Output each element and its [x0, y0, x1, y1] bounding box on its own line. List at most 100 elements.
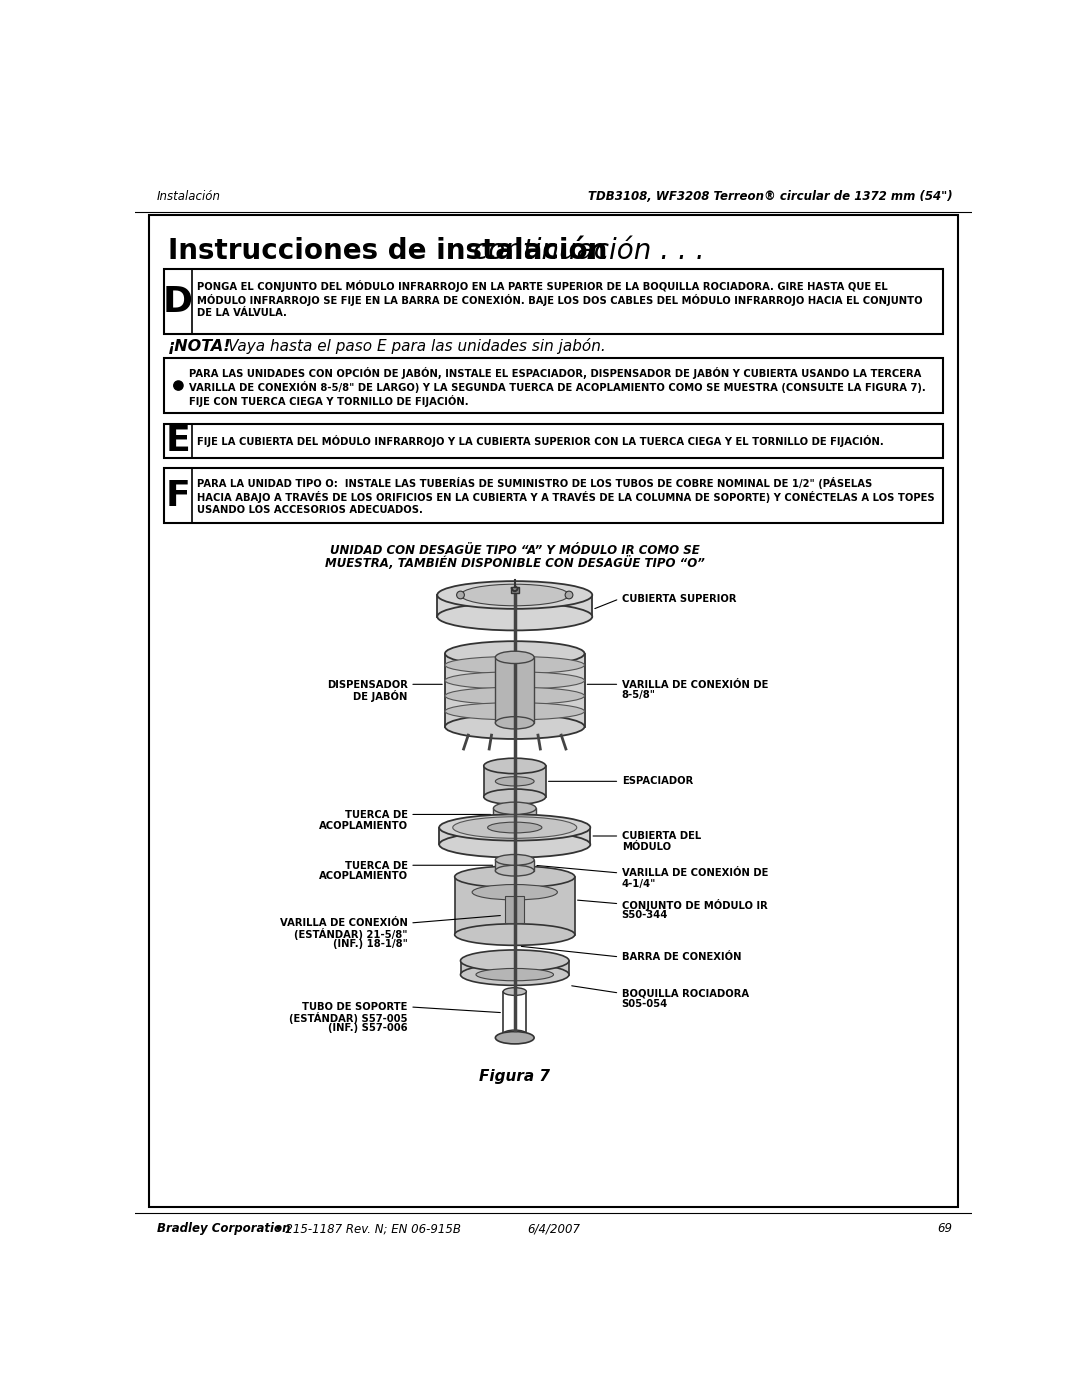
Text: MÓDULO INFRARROJO SE FIJE EN LA BARRA DE CONEXIÓN. BAJE LOS DOS CABLES DEL MÓDUL: MÓDULO INFRARROJO SE FIJE EN LA BARRA DE… [197, 293, 922, 306]
Ellipse shape [496, 855, 535, 865]
Ellipse shape [445, 714, 584, 739]
Text: VARILLA DE CONEXIÓN DE: VARILLA DE CONEXIÓN DE [622, 869, 768, 879]
Ellipse shape [496, 1031, 535, 1044]
Text: VARILLA DE CONEXIÓN 8-5/8" DE LARGO) Y LA SEGUNDA TUERCA DE ACOPLAMIENTO COMO SE: VARILLA DE CONEXIÓN 8-5/8" DE LARGO) Y L… [189, 381, 926, 393]
Bar [460, 961, 569, 975]
Text: FIJE CON TUERCA CIEGA Y TORNILLO DE FIJACIÓN.: FIJE CON TUERCA CIEGA Y TORNILLO DE FIJA… [189, 395, 469, 407]
Text: CUBIERTA SUPERIOR: CUBIERTA SUPERIOR [622, 594, 737, 604]
Text: F: F [165, 479, 190, 513]
Ellipse shape [496, 651, 535, 664]
Text: BARRA DE CONEXIÓN: BARRA DE CONEXIÓN [622, 951, 741, 963]
Text: HACIA ABAJO A TRAVÉS DE LOS ORIFICIOS EN LA CUBIERTA Y A TRAVÉS DE LA COLUMNA DE: HACIA ABAJO A TRAVÉS DE LOS ORIFICIOS EN… [197, 490, 934, 503]
Ellipse shape [445, 641, 584, 666]
Bar [164, 425, 943, 458]
Ellipse shape [484, 759, 545, 774]
Ellipse shape [460, 950, 569, 971]
Text: (INF.) S57-006: (INF.) S57-006 [328, 1023, 408, 1034]
Text: FIJE LA CUBIERTA DEL MÓDULO INFRARROJO Y LA CUBIERTA SUPERIOR CON LA TUERCA CIEG: FIJE LA CUBIERTA DEL MÓDULO INFRARROJO Y… [197, 434, 883, 447]
Text: S05-054: S05-054 [622, 999, 667, 1009]
Text: 6/4/2007: 6/4/2007 [527, 1222, 580, 1235]
Bar [437, 595, 592, 616]
Text: PARA LA UNIDAD TIPO O:  INSTALE LAS TUBERÍAS DE SUMINISTRO DE LOS TUBOS DE COBRE: PARA LA UNIDAD TIPO O: INSTALE LAS TUBER… [197, 478, 873, 489]
Text: CONJUNTO DE MÓDULO IR: CONJUNTO DE MÓDULO IR [622, 900, 768, 911]
Text: TUERCA DE: TUERCA DE [345, 861, 408, 870]
Bar [494, 809, 536, 820]
Text: BOQUILLA ROCIADORA: BOQUILLA ROCIADORA [622, 989, 748, 999]
Ellipse shape [440, 831, 591, 858]
Bar [511, 587, 518, 594]
Text: (ESTÁNDAR) S57-005: (ESTÁNDAR) S57-005 [289, 1013, 408, 1024]
Ellipse shape [437, 602, 592, 630]
Text: PARA LAS UNIDADES CON OPCIÓN DE JABÓN, INSTALE EL ESPACIADOR, DISPENSADOR DE JAB: PARA LAS UNIDADES CON OPCIÓN DE JABÓN, I… [189, 367, 921, 379]
Ellipse shape [496, 777, 535, 787]
Ellipse shape [437, 581, 592, 609]
Ellipse shape [455, 866, 575, 887]
Text: MÓDULO: MÓDULO [622, 842, 671, 852]
Text: TDB3108, WF3208 Terreon® circular de 1372 mm (54"): TDB3108, WF3208 Terreon® circular de 137… [588, 190, 953, 204]
Ellipse shape [453, 817, 577, 838]
Bar [440, 827, 591, 844]
Bar [445, 654, 584, 726]
Bar [505, 895, 525, 923]
Ellipse shape [455, 923, 575, 946]
Ellipse shape [445, 657, 584, 673]
Ellipse shape [494, 814, 536, 827]
Text: UNIDAD CON DESAGÜE TIPO “A” Y MÓDULO IR COMO SE: UNIDAD CON DESAGÜE TIPO “A” Y MÓDULO IR … [329, 543, 700, 557]
Circle shape [174, 381, 183, 390]
Text: Instrucciones de instalación: Instrucciones de instalación [167, 237, 617, 265]
Text: VARILLA DE CONEXIÓN DE: VARILLA DE CONEXIÓN DE [622, 680, 768, 690]
Text: ¡NOTA!: ¡NOTA! [167, 339, 231, 353]
Ellipse shape [476, 968, 554, 981]
Ellipse shape [494, 802, 536, 814]
Bar [164, 270, 943, 334]
Text: ACOPLAMIENTO: ACOPLAMIENTO [319, 820, 408, 831]
Text: USANDO LOS ACCESORIOS ADECUADOS.: USANDO LOS ACCESORIOS ADECUADOS. [197, 504, 423, 515]
Text: CUBIERTA DEL: CUBIERTA DEL [622, 831, 701, 841]
Text: Figura 7: Figura 7 [480, 1069, 550, 1084]
Bar [496, 658, 535, 722]
Text: 8-5/8": 8-5/8" [622, 690, 656, 700]
Text: E: E [165, 425, 190, 458]
Text: Bradley Corporation: Bradley Corporation [157, 1222, 291, 1235]
Bar [496, 861, 535, 870]
Ellipse shape [503, 988, 526, 996]
Text: ESPACIADOR: ESPACIADOR [622, 777, 693, 787]
Ellipse shape [484, 588, 545, 601]
Text: 69: 69 [937, 1222, 953, 1235]
Ellipse shape [445, 703, 584, 719]
Ellipse shape [496, 717, 535, 729]
Text: (INF.) 18-1/8": (INF.) 18-1/8" [333, 939, 408, 949]
Bar [455, 877, 575, 935]
Text: TUERCA DE: TUERCA DE [345, 810, 408, 820]
Circle shape [565, 591, 572, 599]
Text: D: D [163, 285, 192, 319]
Text: • 215-1187 Rev. N; EN 06-915B: • 215-1187 Rev. N; EN 06-915B [271, 1222, 460, 1235]
Text: DE JABÓN: DE JABÓN [353, 690, 408, 703]
Text: MUESTRA, TAMBIÉN DISPONIBLE CON DESAGÜE TIPO “O”: MUESTRA, TAMBIÉN DISPONIBLE CON DESAGÜE … [325, 556, 704, 570]
Bar [484, 766, 545, 796]
Ellipse shape [488, 823, 542, 833]
Ellipse shape [503, 1030, 526, 1038]
Ellipse shape [440, 814, 591, 841]
Text: TUBO DE SOPORTE: TUBO DE SOPORTE [302, 1002, 408, 1011]
Bar [164, 468, 943, 524]
Ellipse shape [472, 884, 557, 900]
Text: continuación . . .: continuación . . . [473, 237, 704, 265]
Text: S50-344: S50-344 [622, 909, 669, 919]
Text: ACOPLAMIENTO: ACOPLAMIENTO [319, 872, 408, 882]
Text: DISPENSADOR: DISPENSADOR [327, 680, 408, 690]
Ellipse shape [484, 789, 545, 805]
Ellipse shape [460, 964, 569, 985]
Circle shape [457, 591, 464, 599]
Text: (ESTÁNDAR) 21-5/8": (ESTÁNDAR) 21-5/8" [294, 929, 408, 940]
Text: Vaya hasta el paso E para las unidades sin jabón.: Vaya hasta el paso E para las unidades s… [228, 338, 606, 355]
Text: Instalación: Instalación [157, 190, 220, 204]
Text: 4-1/4": 4-1/4" [622, 879, 656, 888]
Text: PONGA EL CONJUNTO DEL MÓDULO INFRARROJO EN LA PARTE SUPERIOR DE LA BOQUILLA ROCI: PONGA EL CONJUNTO DEL MÓDULO INFRARROJO … [197, 279, 888, 292]
Ellipse shape [460, 584, 569, 606]
Ellipse shape [496, 865, 535, 876]
Ellipse shape [445, 672, 584, 689]
Text: DE LA VÁLVULA.: DE LA VÁLVULA. [197, 307, 287, 317]
Text: VARILLA DE CONEXIÓN: VARILLA DE CONEXIÓN [280, 918, 408, 928]
Ellipse shape [445, 687, 584, 704]
